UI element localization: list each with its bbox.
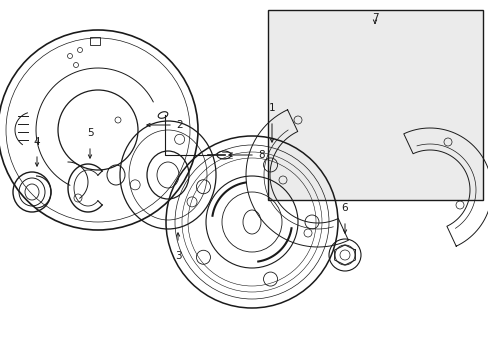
- Text: 3: 3: [174, 251, 181, 261]
- Text: 4: 4: [34, 137, 40, 147]
- Text: 8: 8: [258, 150, 264, 160]
- Bar: [90, 37, 100, 45]
- Text: 2: 2: [176, 120, 182, 130]
- Bar: [267, 10, 482, 200]
- Text: 1: 1: [268, 103, 275, 113]
- Text: 7: 7: [371, 13, 378, 23]
- Text: 6: 6: [341, 203, 347, 213]
- Text: 5: 5: [86, 128, 93, 138]
